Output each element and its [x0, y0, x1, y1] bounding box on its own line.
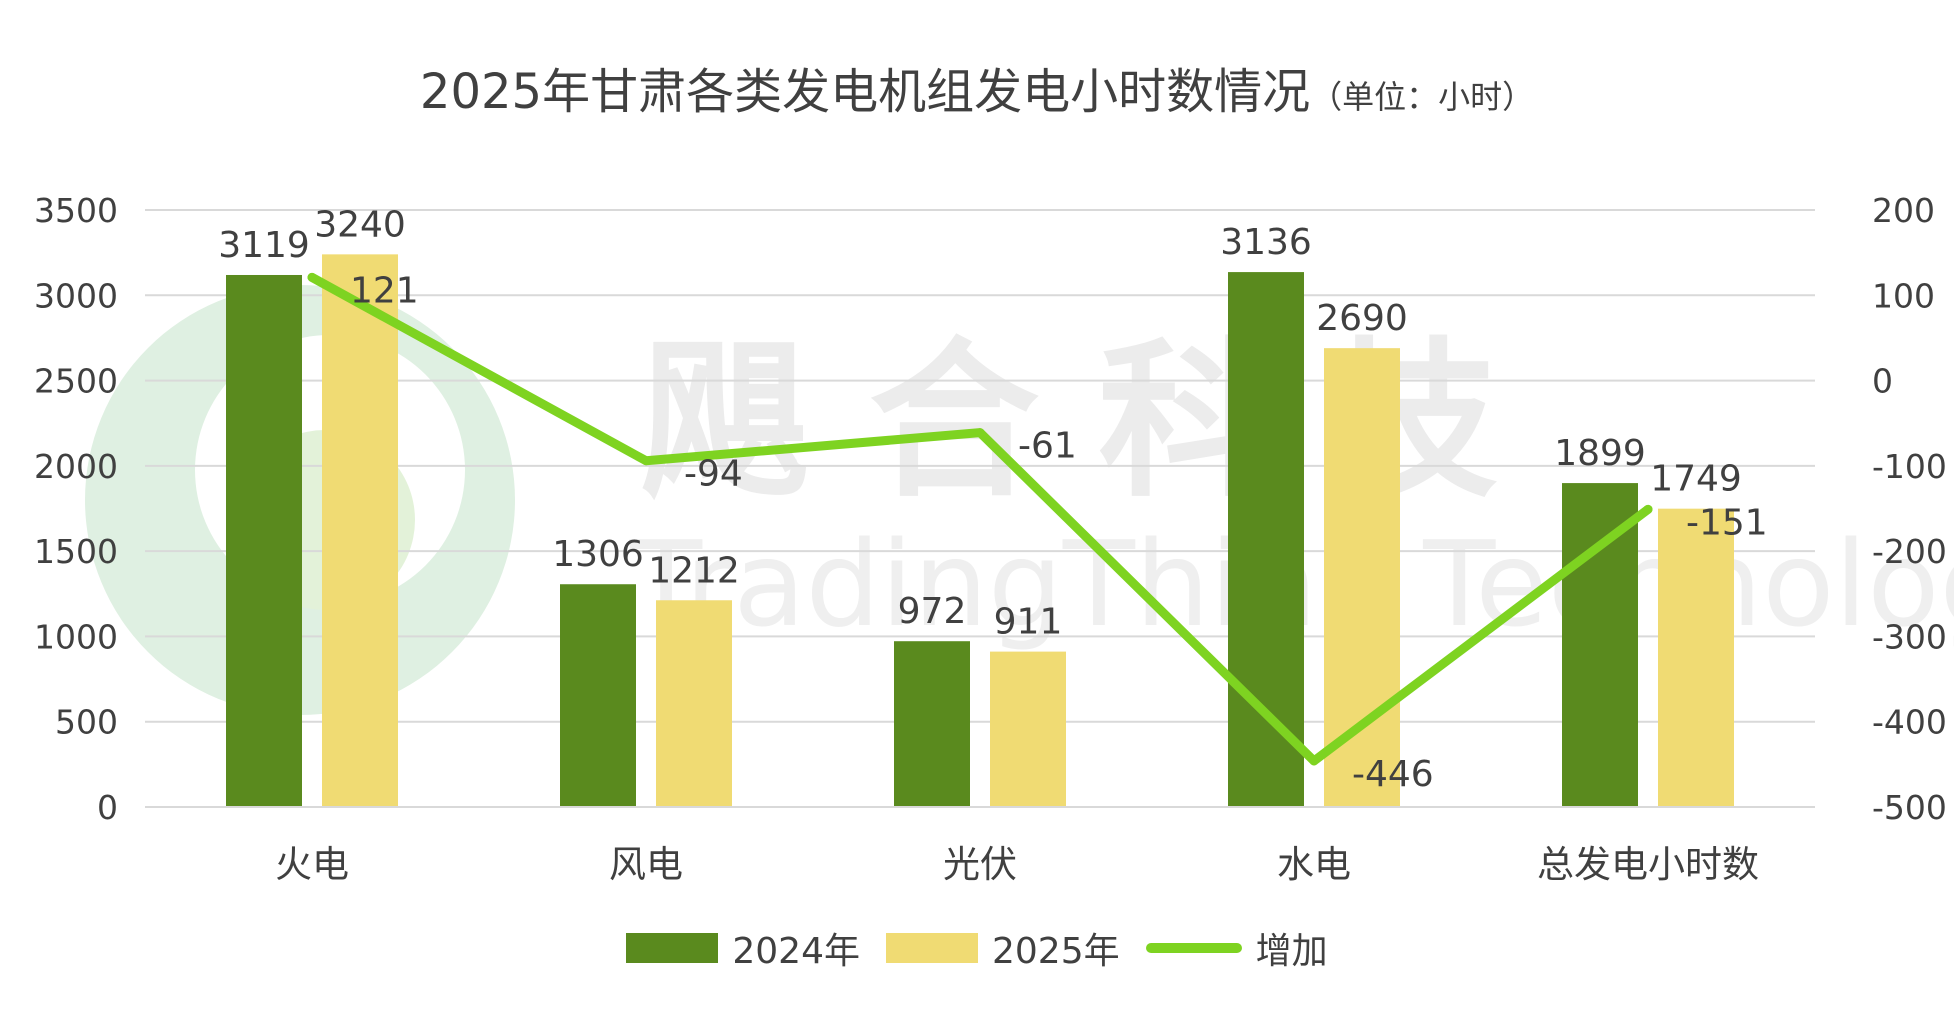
legend-label-increase: 增加 — [1255, 931, 1328, 972]
bar-2025 — [656, 600, 732, 807]
bar-2024 — [560, 584, 636, 807]
bar-2025 — [1658, 508, 1734, 807]
data-label-increase: -94 — [684, 454, 743, 495]
y-left-tick-label: 2000 — [34, 447, 118, 486]
y-right-tick-label: 0 — [1872, 362, 1893, 401]
legend-item-increase[interactable]: 增加 — [1145, 922, 1328, 974]
y-left-tick-label: 3000 — [34, 276, 118, 315]
y-left-tick-label: 2500 — [34, 362, 118, 401]
y-left-tick-label: 500 — [55, 703, 118, 742]
line-point-increase — [641, 456, 651, 466]
data-label-2025: 3240 — [314, 204, 406, 245]
data-label-2025: 1212 — [648, 550, 740, 591]
data-label-2025: 911 — [994, 602, 1063, 643]
y-right-tick-label: 200 — [1872, 191, 1935, 230]
legend-swatch-increase — [1145, 943, 1242, 953]
line-point-increase — [307, 272, 317, 282]
data-label-2025: 2690 — [1316, 298, 1408, 339]
y-right-tick-label: -400 — [1872, 703, 1947, 742]
chart-title-unit: （单位：小时） — [1310, 78, 1535, 116]
data-label-increase: 121 — [350, 270, 419, 311]
x-tick-label: 光伏 — [943, 843, 1017, 886]
legend-item-2025[interactable]: 2025年 — [885, 922, 1120, 974]
bar-2024 — [1562, 483, 1638, 807]
y-right-tick-label: -200 — [1872, 532, 1947, 571]
bar-2024 — [226, 274, 302, 808]
bar-2024 — [894, 641, 970, 807]
data-label-increase: -151 — [1686, 502, 1768, 543]
chart-title-main: 2025年甘肃各类发电机组发电小时数情况 — [419, 64, 1311, 120]
line-point-increase — [1643, 504, 1653, 514]
x-tick-label: 水电 — [1277, 843, 1351, 886]
y-right-tick-label: -300 — [1872, 617, 1947, 656]
data-label-2024: 3136 — [1220, 222, 1312, 263]
y-left-tick-label: 0 — [97, 788, 118, 827]
data-label-2024: 1306 — [552, 534, 644, 575]
x-tick-label: 总发电小时数 — [1537, 843, 1759, 886]
data-label-2024: 972 — [898, 591, 967, 632]
bar-2024 — [1228, 272, 1304, 807]
data-label-increase: -61 — [1018, 426, 1077, 467]
legend-item-2024[interactable]: 2024年 — [626, 922, 860, 974]
data-label-increase: -446 — [1352, 754, 1434, 795]
x-tick-label: 风电 — [609, 843, 683, 886]
data-label-2024: 3119 — [218, 225, 310, 266]
y-right-tick-label: 100 — [1872, 276, 1935, 315]
line-point-increase — [975, 428, 985, 438]
legend-label-2024: 2024年 — [732, 931, 860, 972]
legend: 2024年 2025年 增加 — [0, 922, 1954, 974]
bar-2025 — [322, 254, 398, 807]
legend-swatch-2024 — [626, 933, 719, 963]
y-right-tick-label: -500 — [1872, 788, 1947, 827]
legend-label-2025: 2025年 — [991, 931, 1120, 972]
y-left-tick-label: 1000 — [34, 617, 118, 656]
y-left-tick-label: 1500 — [34, 532, 118, 571]
y-left-tick-label: 3500 — [34, 191, 118, 230]
y-right-tick-label: -100 — [1872, 447, 1947, 486]
bar-2025 — [990, 651, 1066, 807]
x-tick-label: 火电 — [275, 843, 349, 886]
bar-2025 — [1324, 348, 1400, 807]
chart-title: 2025年甘肃各类发电机组发电小时数情况（单位：小时） — [0, 52, 1954, 122]
legend-swatch-2025 — [885, 933, 978, 963]
data-label-2024: 1899 — [1554, 433, 1646, 474]
data-label-2025: 1749 — [1650, 459, 1742, 500]
line-point-increase — [1309, 756, 1319, 766]
